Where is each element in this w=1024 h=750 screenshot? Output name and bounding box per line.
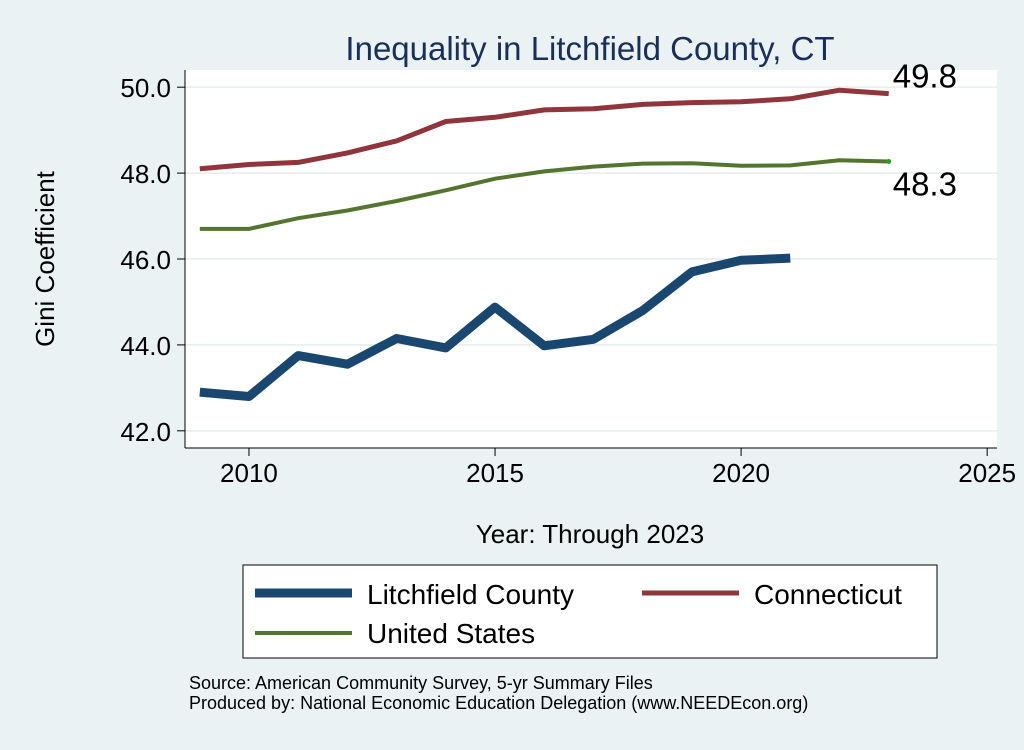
y-tick-label: 48.0 xyxy=(120,159,171,189)
y-axis-label: Gini Coefficient xyxy=(30,170,60,347)
y-tick-label: 50.0 xyxy=(120,73,171,103)
x-axis-ticks: 2010 2015 2020 2025 xyxy=(220,448,1016,488)
y-tick-label: 44.0 xyxy=(120,331,171,361)
legend-label-litchfield: Litchfield County xyxy=(367,579,574,610)
producer-note: Produced by: National Economic Education… xyxy=(189,693,808,713)
legend-label-united-states: United States xyxy=(367,618,535,649)
legend: Litchfield County Connecticut United Sta… xyxy=(243,565,937,658)
y-tick-label: 42.0 xyxy=(120,417,171,447)
y-tick-label: 46.0 xyxy=(120,245,171,275)
chart-title: Inequality in Litchfield County, CT xyxy=(345,30,834,67)
legend-label-connecticut: Connecticut xyxy=(754,579,902,610)
end-label-connecticut: 49.8 xyxy=(893,58,957,95)
x-tick-label: 2015 xyxy=(466,458,524,488)
end-label-united-states: 48.3 xyxy=(893,165,957,202)
x-tick-label: 2020 xyxy=(712,458,770,488)
x-tick-label: 2010 xyxy=(220,458,278,488)
x-tick-label: 2025 xyxy=(958,458,1016,488)
source-note: Source: American Community Survey, 5-yr … xyxy=(189,673,653,693)
end-marker-united-states xyxy=(886,159,891,164)
y-axis-ticks: 42.0 44.0 46.0 48.0 50.0 xyxy=(120,73,185,447)
x-axis-label: Year: Through 2023 xyxy=(476,519,704,549)
